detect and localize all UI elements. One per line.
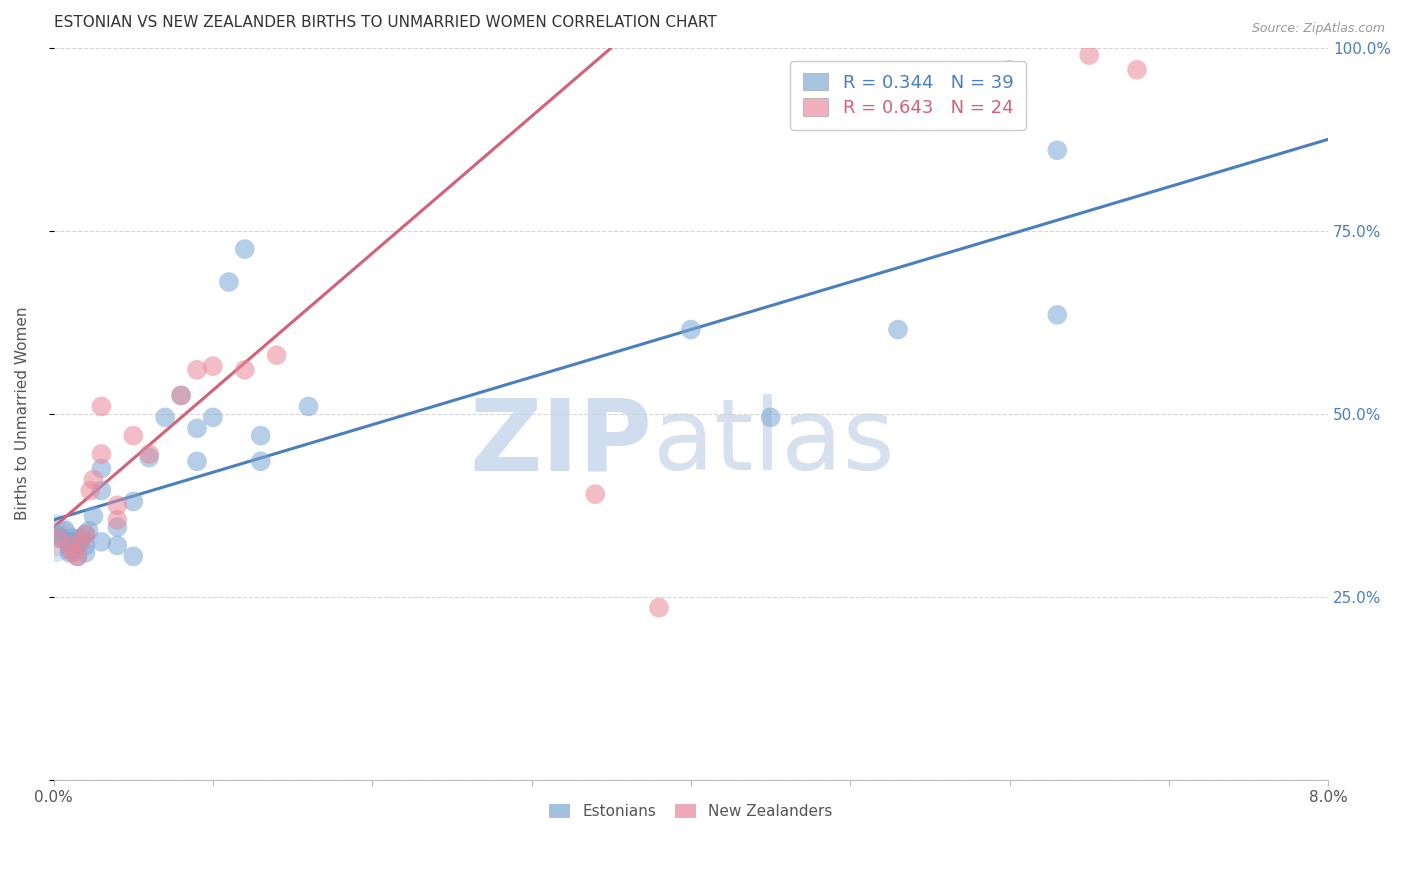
Point (249, 454, 271, 468)
Point (233, 363, 256, 377)
Point (66, 549, 89, 564)
Point (998, 62, 1021, 77)
Point (201, 410, 224, 425)
Text: Source: ZipAtlas.com: Source: ZipAtlas.com (1251, 22, 1385, 36)
Point (759, 410, 782, 425)
Point (122, 549, 145, 564)
Point (170, 388, 193, 402)
Point (105, 513, 128, 527)
Point (186, 363, 208, 377)
Point (75, 538, 97, 552)
Point (122, 428, 145, 442)
Point (249, 428, 271, 442)
Point (297, 400, 319, 414)
Point (186, 454, 208, 468)
Point (62, 546, 84, 560)
Point (53, 524, 76, 538)
Point (105, 538, 128, 552)
Point (1046, 308, 1069, 322)
Point (90, 483, 112, 498)
Text: atlas: atlas (652, 394, 894, 491)
Point (69, 534, 91, 549)
Point (105, 520, 128, 534)
Point (75, 527, 97, 541)
Point (679, 322, 702, 336)
Point (1126, 62, 1149, 77)
Point (186, 421, 208, 435)
Point (90, 447, 112, 461)
Text: ZIP: ZIP (470, 394, 652, 491)
Point (42, 531, 65, 545)
Point (153, 410, 176, 425)
Point (69, 531, 91, 545)
Text: ESTONIAN VS NEW ZEALANDER BIRTHS TO UNMARRIED WOMEN CORRELATION CHART: ESTONIAN VS NEW ZEALANDER BIRTHS TO UNMA… (53, 15, 717, 30)
Y-axis label: Births to Unmarried Women: Births to Unmarried Women (15, 307, 30, 520)
Point (648, 600, 671, 615)
Point (66, 538, 89, 552)
Point (583, 487, 606, 501)
Point (58, 534, 80, 549)
Point (201, 359, 224, 373)
Point (138, 447, 160, 461)
Point (122, 494, 145, 508)
Point (48, 531, 70, 545)
Point (266, 348, 288, 362)
Point (90, 534, 112, 549)
Point (82, 473, 104, 487)
Point (77, 524, 100, 538)
Point (170, 388, 193, 402)
Point (75, 546, 97, 560)
Point (887, 322, 910, 336)
Point (58, 542, 80, 557)
Point (90, 461, 112, 475)
Point (42, 531, 65, 545)
Point (58, 538, 80, 552)
Point (138, 450, 160, 465)
Point (79, 483, 101, 498)
Point (66, 549, 89, 564)
Point (1078, 48, 1101, 62)
Point (233, 242, 256, 256)
Point (105, 498, 128, 512)
Point (63, 542, 86, 557)
Point (58, 546, 80, 560)
Point (1046, 143, 1069, 157)
Point (51, 531, 73, 545)
Legend: Estonians, New Zealanders: Estonians, New Zealanders (541, 797, 841, 827)
Point (82, 509, 104, 524)
Point (45, 527, 67, 541)
Point (75, 527, 97, 541)
Point (62, 531, 84, 545)
Point (90, 400, 112, 414)
Point (218, 275, 240, 289)
